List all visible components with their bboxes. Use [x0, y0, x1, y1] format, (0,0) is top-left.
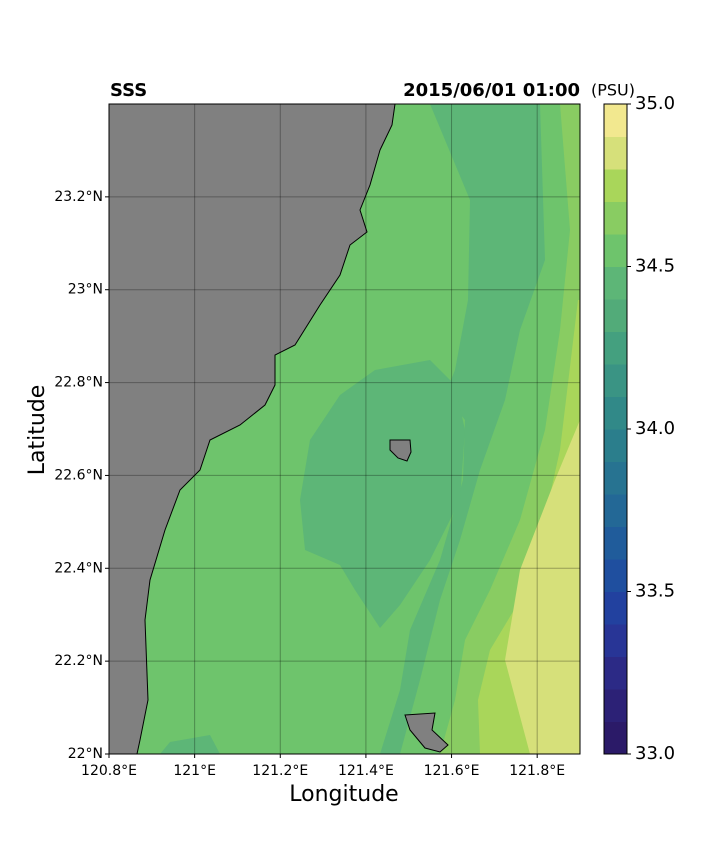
contour-region: [160, 735, 220, 754]
colorbar-swatch: [604, 461, 627, 495]
y-axis-label: Latitude: [25, 385, 50, 476]
island: [404, 712, 449, 753]
colorbar-swatch: [604, 591, 627, 625]
y-tick-label: 23°N: [68, 282, 103, 298]
x-tick-label: 120.8°E: [81, 763, 137, 779]
contour-region: [300, 360, 465, 628]
x-tick-label: 121.4°E: [338, 763, 394, 779]
y-tick-label: 23.2°N: [54, 189, 103, 205]
colorbar-swatch: [604, 266, 627, 300]
y-tick-label: 22.6°N: [54, 467, 103, 483]
colorbar-swatch: [604, 331, 627, 365]
subtitle: 2015/06/01 01:00: [403, 80, 580, 101]
y-tick-label: 22.4°N: [54, 560, 103, 576]
colorbar-swatch: [604, 656, 627, 690]
colorbar-swatch: [604, 494, 627, 527]
land: [109, 104, 396, 754]
colorbar-swatch: [604, 299, 627, 332]
colorbar-tick-label: 35.0: [635, 93, 675, 114]
map-field: [109, 104, 580, 754]
contour-region: [380, 104, 545, 754]
colorbar-tick-label: 33.0: [635, 743, 675, 764]
colorbar-swatch: [604, 689, 627, 722]
x-tick-label: 121.6°E: [424, 763, 480, 779]
island: [389, 439, 412, 462]
y-tick-label: 22°N: [68, 746, 103, 762]
colorbar-tick-label: 34.0: [635, 418, 675, 439]
x-tick-label: 121.8°E: [509, 763, 565, 779]
y-tick-label: 22.8°N: [54, 375, 103, 391]
colorbar-swatch: [604, 429, 627, 462]
colorbar-tick-label: 33.5: [635, 581, 675, 602]
grid: [108, 104, 580, 755]
colorbar-swatch: [604, 396, 627, 430]
colorbar-swatch: [604, 364, 627, 397]
colorbar-swatch: [604, 136, 627, 170]
plot-frame: [108, 103, 581, 755]
title: SSS: [110, 80, 147, 101]
colorbar-swatch: [604, 104, 627, 137]
colorbar-swatch: [604, 234, 627, 267]
colorbar-swatch: [604, 169, 627, 202]
colorbar-swatch: [604, 526, 627, 560]
colorbar-tick-label: 34.5: [635, 256, 675, 277]
colorbar-label: (PSU): [591, 81, 635, 100]
colorbar-swatch: [604, 721, 627, 755]
x-tick-label: 121°E: [173, 763, 216, 779]
colorbar-swatch: [604, 201, 627, 235]
colorbar-swatch: [604, 559, 627, 592]
x-axis-label: Longitude: [289, 782, 398, 807]
colorbar-swatch: [604, 624, 627, 657]
contour-region: [505, 420, 580, 754]
y-tick-label: 22.2°N: [54, 653, 103, 669]
x-tick-label: 121.2°E: [252, 763, 308, 779]
